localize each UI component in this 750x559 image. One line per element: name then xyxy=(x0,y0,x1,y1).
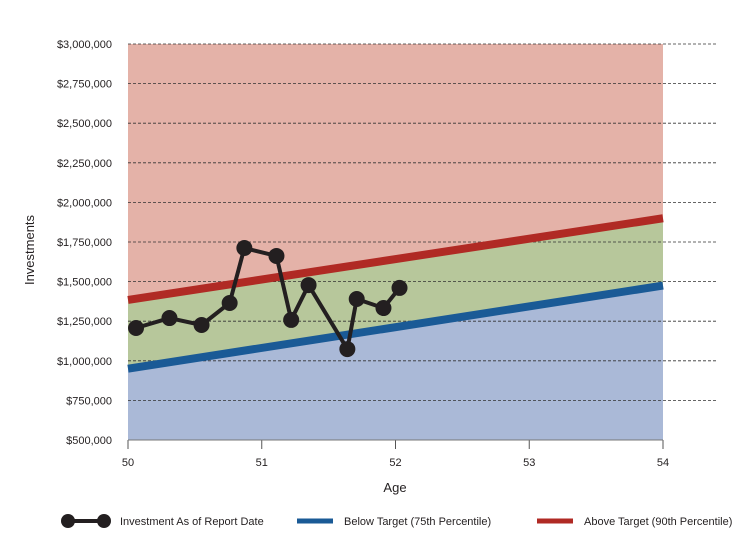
below-target-line xyxy=(127,281,664,373)
y-tick-label: $3,000,000 xyxy=(57,39,112,51)
x-tick-label: 51 xyxy=(256,457,268,469)
y-axis-label: Investments xyxy=(22,214,37,285)
investment-point xyxy=(268,247,285,264)
y-tick-label: $2,500,000 xyxy=(57,118,112,130)
investment-point xyxy=(348,291,365,308)
legend-investment-marker xyxy=(97,514,111,528)
investment-point xyxy=(375,300,392,317)
investment-point xyxy=(339,341,356,358)
y-tick-label: $1,250,000 xyxy=(57,316,112,328)
investment-point xyxy=(391,279,408,296)
above-target-line xyxy=(127,214,664,304)
legend-above-target-label: Above Target (90th Percentile) xyxy=(584,516,732,528)
x-tick-label: 54 xyxy=(657,457,669,469)
y-tick-label: $750,000 xyxy=(66,395,112,407)
x-tick-label: 52 xyxy=(389,457,401,469)
y-tick-label: $1,000,000 xyxy=(57,356,112,368)
investment-point xyxy=(236,240,253,257)
x-tick-label: 50 xyxy=(122,457,134,469)
y-tick-label: $1,750,000 xyxy=(57,237,112,249)
investment-point xyxy=(300,277,317,294)
legend-investment-marker xyxy=(61,514,75,528)
legend-below-target-label: Below Target (75th Percentile) xyxy=(344,516,491,528)
investment-point xyxy=(283,311,300,328)
y-tick-label: $2,250,000 xyxy=(57,158,112,170)
legend-investment-label: Investment As of Report Date xyxy=(120,516,264,528)
investment-point xyxy=(128,320,145,337)
x-tick-label: 53 xyxy=(523,457,535,469)
x-axis-label: Age xyxy=(383,480,406,495)
investment-point xyxy=(221,294,238,311)
investment-point xyxy=(161,310,178,327)
y-tick-label: $500,000 xyxy=(66,435,112,447)
zone-below-target xyxy=(128,285,663,440)
y-tick-label: $2,000,000 xyxy=(57,197,112,209)
y-tick-label: $2,750,000 xyxy=(57,79,112,91)
y-tick-label: $1,500,000 xyxy=(57,277,112,289)
investment-point xyxy=(193,317,210,334)
